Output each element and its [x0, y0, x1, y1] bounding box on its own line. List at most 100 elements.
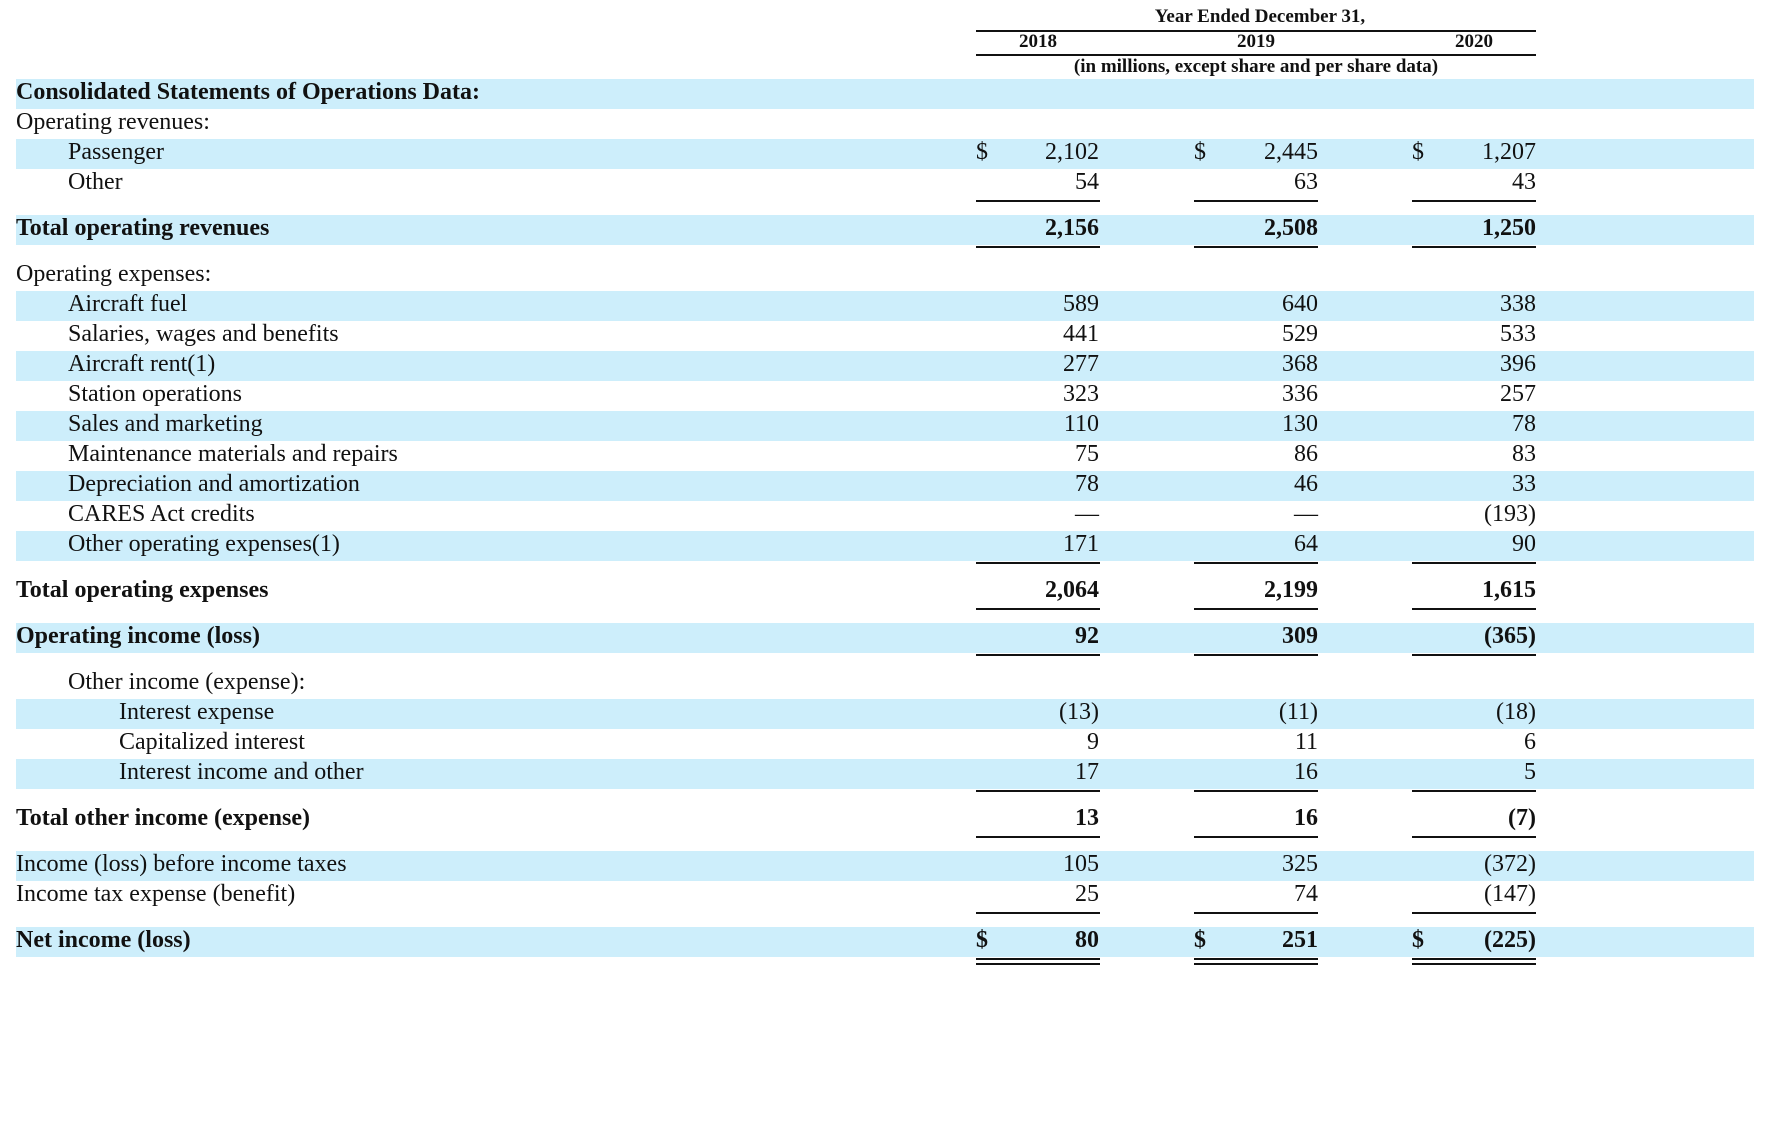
cell-value-2019: 11 — [1294, 729, 1318, 755]
cell-value-2018: 589 — [1063, 291, 1099, 317]
cell-value-2019: 2,445 — [1264, 139, 1318, 165]
cell-value-2018: 2,064 — [1045, 577, 1099, 603]
cell-value-2020: 338 — [1500, 291, 1536, 317]
table-row: Total operating revenues 2,156 2,508 1,250 — [16, 215, 1754, 245]
cell-value-2018: 105 — [1063, 851, 1099, 877]
double-underline — [976, 958, 1100, 965]
cell-value-2020: 5 — [1524, 759, 1536, 785]
row-label: Aircraft rent(1) — [68, 351, 216, 377]
year-header-2019: 2019 — [1237, 31, 1275, 52]
row-label: Consolidated Statements of Operations Da… — [16, 79, 480, 105]
row-label: Total other income (expense) — [16, 805, 310, 831]
units-note: (in millions, except share and per share… — [1073, 56, 1439, 77]
cell-value-2020: 43 — [1512, 169, 1536, 195]
table-row: Aircraft fuel 589 640 338 — [16, 291, 1754, 321]
cell-value-2019: 309 — [1282, 623, 1318, 649]
cell-value-2020: 90 — [1512, 531, 1536, 557]
underline — [1412, 608, 1536, 610]
cell-value-2019: — — [1294, 501, 1318, 527]
cell-value-2018: 17 — [1075, 759, 1099, 785]
row-label: Capitalized interest — [119, 729, 305, 755]
cell-value-2019: 86 — [1294, 441, 1318, 467]
row-label: Other operating expenses(1) — [68, 531, 340, 557]
dollar-sign: $ — [1412, 927, 1424, 953]
cell-value-2020: (225) — [1484, 927, 1536, 953]
row-label: Interest income and other — [119, 759, 364, 785]
cell-value-2019: 640 — [1282, 291, 1318, 317]
row-label: Net income (loss) — [16, 927, 191, 953]
row-label: Total operating expenses — [16, 577, 269, 603]
cell-value-2020: 1,207 — [1482, 139, 1536, 165]
underline — [1194, 654, 1318, 656]
table-row: Salaries, wages and benefits 441 529 533 — [16, 321, 1754, 351]
row-label: Salaries, wages and benefits — [68, 321, 339, 347]
table-row: Capitalized interest 9 11 6 — [16, 729, 1754, 759]
table-row: Other 54 63 43 — [16, 169, 1754, 199]
underline — [976, 912, 1100, 914]
row-label: CARES Act credits — [68, 501, 255, 527]
row-label: Interest expense — [119, 699, 275, 725]
year-header-2018: 2018 — [1019, 31, 1057, 52]
row-label: Other — [68, 169, 123, 195]
table-row: Income tax expense (benefit) 25 74 (147) — [16, 881, 1754, 911]
year-header-2020: 2020 — [1455, 31, 1493, 52]
dollar-sign: $ — [976, 139, 988, 165]
cell-value-2020: 1,250 — [1482, 215, 1536, 241]
table-row: Interest expense (13) (11) (18) — [16, 699, 1754, 729]
row-label: Operating revenues: — [16, 109, 210, 135]
row-label: Maintenance materials and repairs — [68, 441, 398, 467]
cell-value-2018: 80 — [1075, 927, 1099, 953]
cell-value-2020: (18) — [1496, 699, 1536, 725]
underline — [976, 562, 1100, 564]
cell-value-2018: 277 — [1063, 351, 1099, 377]
cell-value-2019: 251 — [1282, 927, 1318, 953]
cell-value-2019: 368 — [1282, 351, 1318, 377]
underline — [1412, 562, 1536, 564]
underline — [1412, 790, 1536, 792]
table-row: Station operations 323 336 257 — [16, 381, 1754, 411]
table-row: Other income (expense): — [16, 669, 1754, 699]
table-row: Sales and marketing 110 130 78 — [16, 411, 1754, 441]
cell-value-2019: 2,199 — [1264, 577, 1318, 603]
cell-value-2019: 130 — [1282, 411, 1318, 437]
underline — [1412, 200, 1536, 202]
cell-value-2019: 63 — [1294, 169, 1318, 195]
cell-value-2020: (365) — [1484, 623, 1536, 649]
cell-value-2019: 16 — [1294, 759, 1318, 785]
underline — [1194, 562, 1318, 564]
underline — [1194, 790, 1318, 792]
cell-value-2020: 33 — [1512, 471, 1536, 497]
cell-value-2020: (193) — [1484, 501, 1536, 527]
cell-value-2018: — — [1075, 501, 1099, 527]
year-header-rule — [976, 54, 1536, 56]
row-label: Operating expenses: — [16, 261, 212, 287]
underline — [1412, 246, 1536, 248]
row-label: Income (loss) before income taxes — [16, 851, 347, 877]
table-row: CARES Act credits — — (193) — [16, 501, 1754, 531]
dollar-sign: $ — [1194, 139, 1206, 165]
cell-value-2018: 441 — [1063, 321, 1099, 347]
dollar-sign: $ — [1194, 927, 1206, 953]
underline — [1194, 836, 1318, 838]
table-row: Total operating expenses 2,064 2,199 1,615 — [16, 577, 1754, 607]
cell-value-2019: 2,508 — [1264, 215, 1318, 241]
underline — [1194, 200, 1318, 202]
cell-value-2018: 25 — [1075, 881, 1099, 907]
underline — [976, 790, 1100, 792]
underline — [976, 200, 1100, 202]
cell-value-2018: 75 — [1075, 441, 1099, 467]
cell-value-2019: 74 — [1294, 881, 1318, 907]
double-underline — [1194, 958, 1318, 965]
double-underline — [1412, 958, 1536, 965]
underline — [1194, 246, 1318, 248]
cell-value-2018: 323 — [1063, 381, 1099, 407]
cell-value-2020: 257 — [1500, 381, 1536, 407]
underline — [976, 836, 1100, 838]
cell-value-2018: 2,156 — [1045, 215, 1099, 241]
table-row: Operating income (loss) 92 309 (365) — [16, 623, 1754, 653]
underline — [976, 246, 1100, 248]
cell-value-2020: 83 — [1512, 441, 1536, 467]
table-row: Total other income (expense) 13 16 (7) — [16, 805, 1754, 835]
table-row: Other operating expenses(1) 171 64 90 — [16, 531, 1754, 561]
